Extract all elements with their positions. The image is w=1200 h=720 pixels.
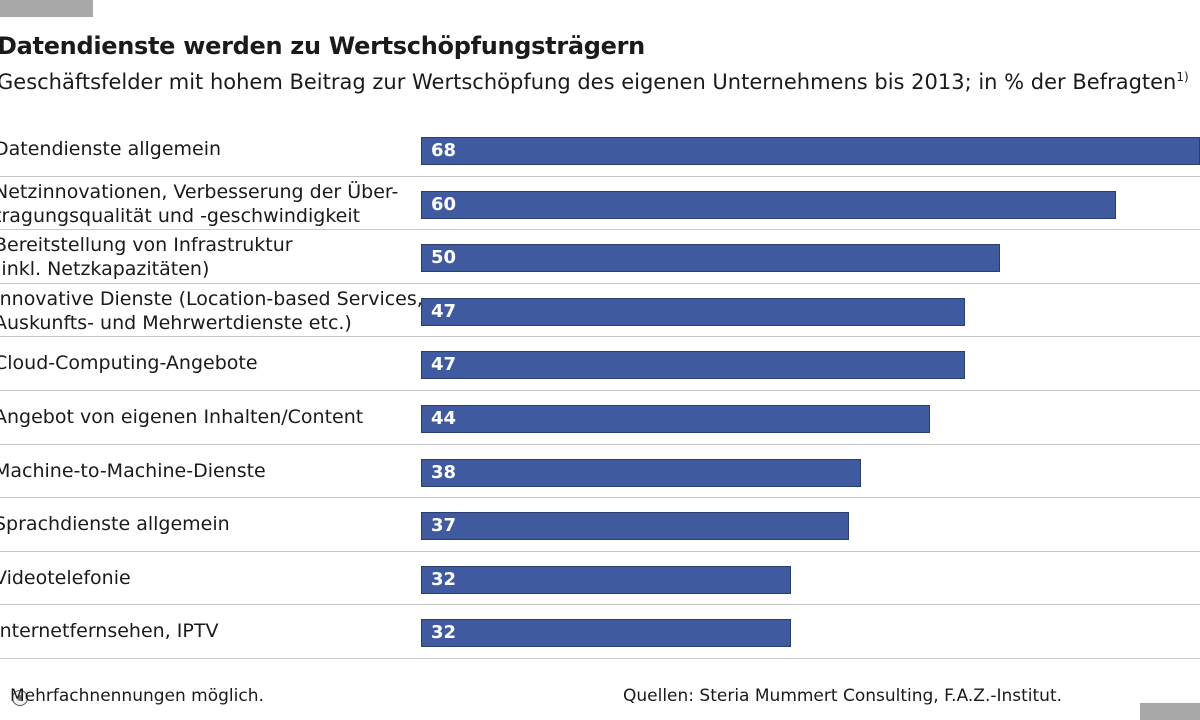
- row-divider: [0, 176, 1200, 177]
- bar-value-label: 32: [431, 622, 457, 643]
- row-divider: [0, 390, 1200, 391]
- chart-subtitle: Geschäftsfelder mit hohem Beitrag zur We…: [0, 70, 1189, 94]
- bottom-decor-bar: [1140, 703, 1200, 720]
- category-label: Videotelefonie: [0, 566, 414, 590]
- subtitle-footnote-mark: 1): [1176, 70, 1189, 84]
- row-divider: [0, 497, 1200, 498]
- chart-title: Datendienste werden zu Wertschöpfungsträ…: [0, 32, 645, 60]
- row-divider: [0, 444, 1200, 445]
- bar-value-label: 50: [431, 247, 457, 268]
- bar-value-label: 32: [431, 569, 457, 590]
- category-label: Innovative Dienste (Location-based Servi…: [0, 287, 423, 335]
- top-decor-bar: [0, 0, 93, 17]
- category-label-line: tragungsqualität und -geschwindigkeit: [0, 205, 361, 227]
- category-label-line: Auskunfts- und Mehrwertdienste etc.): [0, 312, 352, 334]
- bar: [421, 244, 1000, 272]
- category-label: Angebot von eigenen Inhalten/Content: [0, 405, 414, 429]
- bar-value-label: 38: [431, 462, 457, 483]
- category-label: Bereitstellung von Infrastruktur (inkl. N…: [0, 233, 414, 281]
- category-label: Machine-to-Machine-Dienste: [0, 459, 414, 483]
- bar: [421, 298, 965, 326]
- bar-value-label: 47: [431, 354, 457, 375]
- row-divider: [0, 658, 1200, 659]
- row-divider: [0, 283, 1200, 284]
- category-label-line: Datendienste allgemein: [0, 138, 222, 160]
- bar: [421, 459, 861, 487]
- bar-value-label: 37: [431, 515, 457, 536]
- bar-value-label: 47: [431, 301, 457, 322]
- category-label-line: (inkl. Netzkapazitäten): [0, 258, 210, 280]
- row-divider: [0, 336, 1200, 337]
- watermark-icon: [12, 690, 28, 706]
- row-divider: [0, 551, 1200, 552]
- row-divider: [0, 604, 1200, 605]
- bar: [421, 351, 965, 379]
- category-label-line: Videotelefonie: [0, 567, 131, 589]
- category-label-line: Innovative Dienste (Location-based Servi…: [0, 288, 423, 310]
- category-label-line: Internetfernsehen, IPTV: [0, 620, 219, 642]
- footnote: Mehrfachnennungen möglich.: [10, 686, 264, 706]
- category-label: Internetfernsehen, IPTV: [0, 619, 414, 643]
- category-label-line: Bereitstellung von Infrastruktur: [0, 234, 293, 256]
- subtitle-text: Geschäftsfelder mit hohem Beitrag zur We…: [0, 70, 1177, 94]
- bar: [421, 137, 1200, 165]
- category-label: Cloud-Computing-Angebote: [0, 351, 414, 375]
- bar: [421, 619, 791, 647]
- category-label: Netzinnovationen, Verbesserung der Über-…: [0, 180, 414, 228]
- category-label-line: Machine-to-Machine-Dienste: [0, 460, 266, 482]
- category-label: Sprachdienste allgemein: [0, 512, 414, 536]
- category-label-line: Cloud-Computing-Angebote: [0, 352, 258, 374]
- bar: [421, 512, 849, 540]
- bar-value-label: 44: [431, 408, 457, 429]
- bar: [421, 566, 791, 594]
- bar-value-label: 68: [431, 140, 457, 161]
- category-label: Datendienste allgemein: [0, 137, 414, 161]
- category-label-line: Angebot von eigenen Inhalten/Content: [0, 406, 364, 428]
- category-label-line: Netzinnovationen, Verbesserung der Über-: [0, 181, 399, 203]
- bar-value-label: 60: [431, 194, 457, 215]
- category-label-line: Sprachdienste allgemein: [0, 513, 230, 535]
- row-divider: [0, 229, 1200, 230]
- bar: [421, 191, 1116, 219]
- bar: [421, 405, 930, 433]
- source-note: Quellen: Steria Mummert Consulting, F.A.…: [623, 686, 1063, 706]
